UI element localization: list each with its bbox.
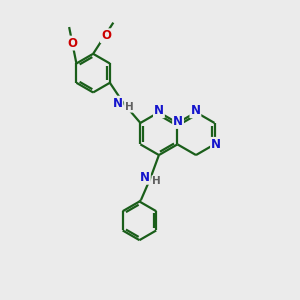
Text: N: N	[112, 97, 122, 110]
Text: H: H	[125, 102, 134, 112]
Text: O: O	[101, 29, 111, 42]
Text: O: O	[67, 37, 77, 50]
Text: N: N	[173, 115, 183, 128]
Text: N: N	[190, 104, 200, 117]
Text: N: N	[211, 138, 221, 151]
Text: N: N	[140, 171, 150, 184]
Text: H: H	[152, 176, 161, 186]
Text: N: N	[154, 104, 164, 117]
